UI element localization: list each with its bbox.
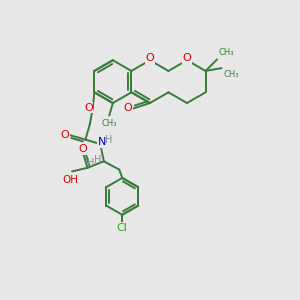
Text: OH: OH [62,175,79,185]
Text: CH₃: CH₃ [101,119,117,128]
Text: CH₃: CH₃ [224,70,239,79]
Text: H: H [94,155,101,165]
Text: N: N [98,137,106,147]
Text: O: O [79,144,87,154]
Text: O: O [124,103,133,113]
Text: O: O [84,103,93,113]
Text: O: O [183,53,191,63]
Text: Cl: Cl [117,223,128,232]
Text: O: O [146,53,154,63]
Text: O: O [61,130,69,140]
Text: H: H [87,158,95,168]
Text: CH₃: CH₃ [219,48,234,57]
Text: H: H [105,135,112,145]
